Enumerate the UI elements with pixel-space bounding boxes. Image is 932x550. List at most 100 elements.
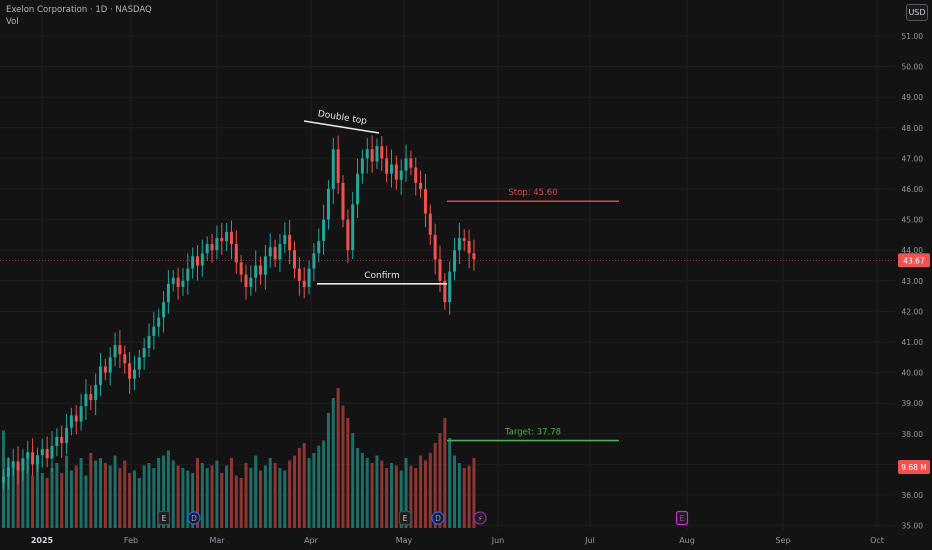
candle-body[interactable] xyxy=(268,247,272,257)
candle-body[interactable] xyxy=(453,250,457,272)
candle-body[interactable] xyxy=(229,231,233,245)
event-marker-earnings[interactable] xyxy=(157,510,171,526)
candle-body[interactable] xyxy=(336,149,340,183)
candle-body[interactable] xyxy=(6,467,10,477)
candle-body[interactable] xyxy=(254,265,258,278)
currency-button[interactable]: USD xyxy=(906,4,928,21)
candle-body[interactable] xyxy=(341,182,345,220)
candle-body[interactable] xyxy=(84,394,88,407)
candle-body[interactable] xyxy=(74,415,78,422)
candle-body[interactable] xyxy=(128,363,132,379)
time-axis-panel[interactable] xyxy=(0,530,896,550)
candle-body[interactable] xyxy=(263,256,267,275)
candle-body[interactable] xyxy=(360,158,364,174)
candle-body[interactable] xyxy=(273,247,277,260)
candle-body[interactable] xyxy=(147,335,151,349)
candle-body[interactable] xyxy=(94,384,98,401)
candle-body[interactable] xyxy=(132,369,136,379)
candle-body[interactable] xyxy=(123,354,127,364)
candle-body[interactable] xyxy=(89,394,93,401)
candle-body[interactable] xyxy=(351,204,355,251)
candle-body[interactable] xyxy=(79,406,83,422)
candle-body[interactable] xyxy=(365,149,369,159)
event-marker-split[interactable] xyxy=(473,511,487,525)
candle-body[interactable] xyxy=(356,173,360,205)
event-marker-dividend[interactable] xyxy=(431,511,445,525)
candle-body[interactable] xyxy=(191,256,195,269)
candle-body[interactable] xyxy=(419,182,423,189)
candle-body[interactable] xyxy=(428,213,432,235)
candle-body[interactable] xyxy=(423,189,427,214)
candle-body[interactable] xyxy=(181,280,185,287)
candle-body[interactable] xyxy=(457,237,461,251)
candle-body[interactable] xyxy=(288,234,292,251)
candle-body[interactable] xyxy=(404,158,408,171)
candle-body[interactable] xyxy=(225,231,229,242)
candle-body[interactable] xyxy=(220,237,224,242)
candle-body[interactable] xyxy=(278,244,282,260)
candle-body[interactable] xyxy=(99,366,102,385)
candle-body[interactable] xyxy=(60,436,64,443)
candle-body[interactable] xyxy=(399,170,403,180)
candle-body[interactable] xyxy=(244,274,248,287)
candle-body[interactable] xyxy=(414,167,418,183)
event-marker-earnings-upcoming[interactable] xyxy=(675,510,689,526)
candle-body[interactable] xyxy=(472,253,476,260)
candle-body[interactable] xyxy=(196,256,199,266)
candle-body[interactable] xyxy=(390,164,393,174)
candle-body[interactable] xyxy=(331,149,335,189)
candle-body[interactable] xyxy=(210,244,214,251)
candle-body[interactable] xyxy=(21,458,25,471)
candle-body[interactable] xyxy=(409,158,413,168)
candle-body[interactable] xyxy=(234,244,238,263)
candle-body[interactable] xyxy=(152,326,156,336)
candle-body[interactable] xyxy=(385,158,389,174)
candle-body[interactable] xyxy=(312,253,316,269)
candle-body[interactable] xyxy=(297,268,301,281)
event-marker-dividend[interactable] xyxy=(187,511,201,525)
candle-body[interactable] xyxy=(307,268,311,287)
volume-indicator-label[interactable]: Vol xyxy=(6,17,19,27)
candle-body[interactable] xyxy=(249,277,253,287)
candle-body[interactable] xyxy=(326,189,330,220)
candle-body[interactable] xyxy=(375,146,379,162)
candle-body[interactable] xyxy=(16,461,20,471)
candle-body[interactable] xyxy=(302,280,306,287)
candle-body[interactable] xyxy=(176,277,180,287)
candle-body[interactable] xyxy=(50,446,54,459)
candle-body[interactable] xyxy=(171,277,175,284)
candle-body[interactable] xyxy=(103,366,107,373)
candle-body[interactable] xyxy=(186,268,190,281)
event-marker-earnings[interactable] xyxy=(398,510,412,526)
candle-body[interactable] xyxy=(113,345,117,358)
candle-body[interactable] xyxy=(322,219,326,242)
candle-body[interactable] xyxy=(467,241,471,254)
price-axis-panel[interactable] xyxy=(896,0,932,550)
double-top-line[interactable] xyxy=(303,120,380,134)
candle-body[interactable] xyxy=(346,219,350,251)
candle-body[interactable] xyxy=(45,449,49,459)
candle-body[interactable] xyxy=(142,348,146,358)
candle-body[interactable] xyxy=(26,452,30,459)
candle-body[interactable] xyxy=(200,253,204,266)
candle-body[interactable] xyxy=(2,476,5,483)
candle-body[interactable] xyxy=(370,149,374,162)
candle-body[interactable] xyxy=(157,317,161,327)
candle-body[interactable] xyxy=(438,259,442,281)
candle-body[interactable] xyxy=(11,461,15,468)
candle-body[interactable] xyxy=(215,237,219,251)
candle-body[interactable] xyxy=(69,415,73,428)
candle-body[interactable] xyxy=(462,237,466,242)
candle-body[interactable] xyxy=(166,283,170,303)
candle-body[interactable] xyxy=(162,302,166,318)
candle-body[interactable] xyxy=(448,271,452,303)
candle-body[interactable] xyxy=(239,262,243,275)
candle-body[interactable] xyxy=(40,449,44,456)
candle-body[interactable] xyxy=(283,234,287,245)
candle-body[interactable] xyxy=(118,345,122,355)
candle-body[interactable] xyxy=(259,265,263,275)
candle-body[interactable] xyxy=(317,241,321,254)
candle-body[interactable] xyxy=(35,455,39,465)
candle-body[interactable] xyxy=(433,234,437,260)
